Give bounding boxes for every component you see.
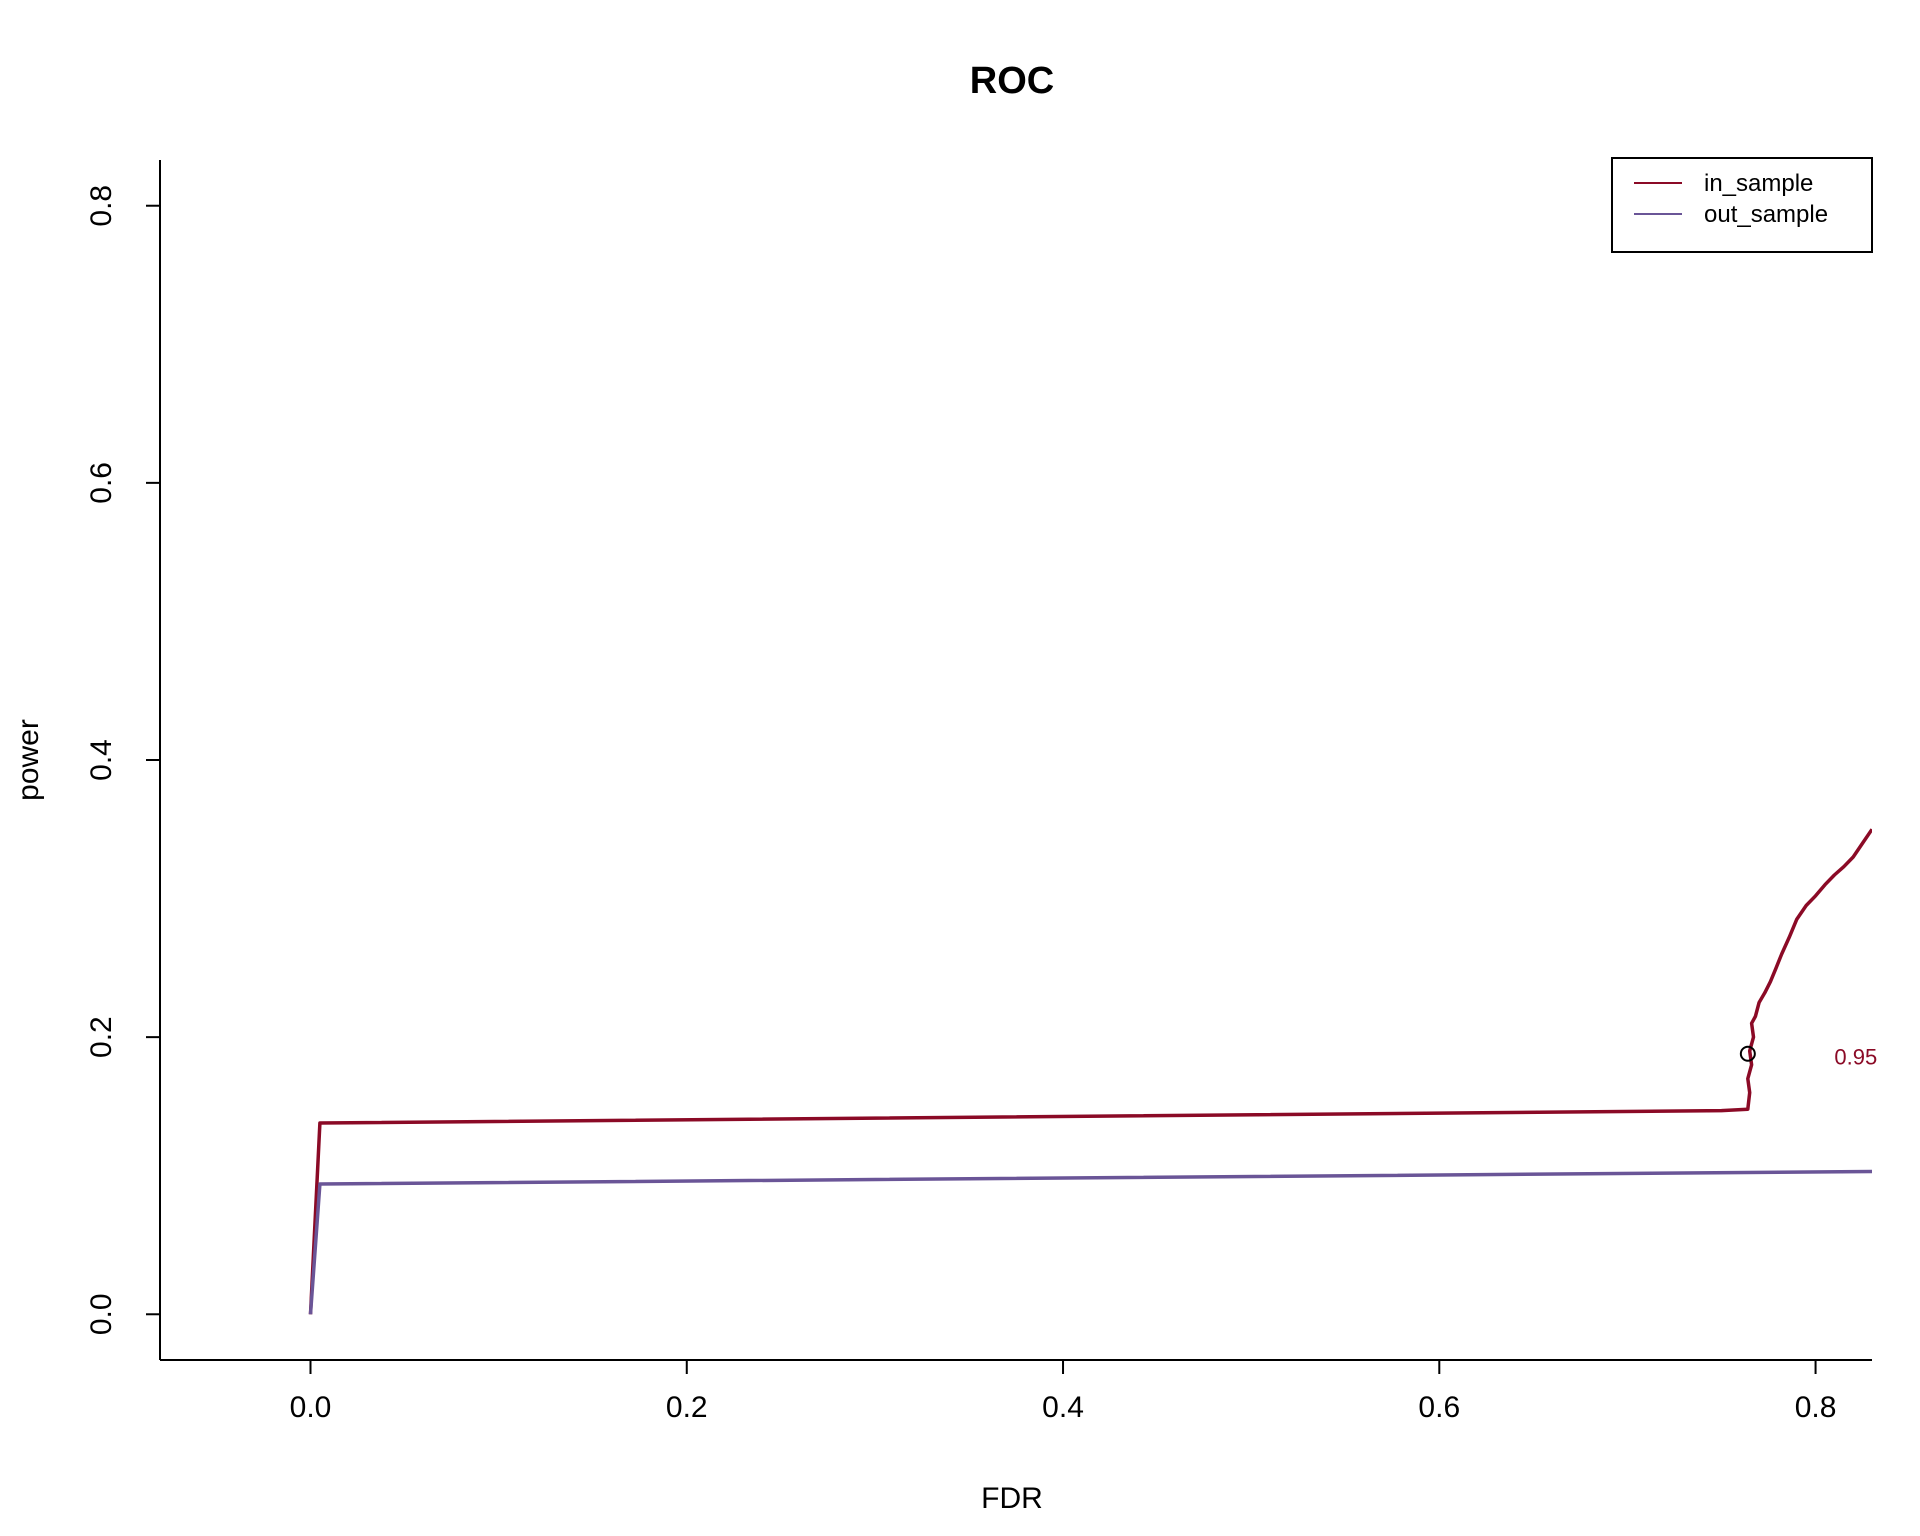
- axes: 0.0 0.2 0.4 0.6 0.8 0.0 0.2 0.4 0.6 0.8: [85, 160, 1872, 1424]
- marks-layer: 0.95: [1739, 1045, 1877, 1070]
- series-layer: [308, 828, 1872, 1315]
- y-axis-label: power: [12, 719, 45, 801]
- series-line-out-sample: [308, 1169, 1872, 1315]
- threshold-marker: [1739, 1045, 1756, 1062]
- y-tick-label: 0.2: [85, 1016, 118, 1058]
- threshold-annotation: 0.95: [1834, 1045, 1877, 1070]
- x-tick-label: 0.6: [1418, 1391, 1460, 1424]
- y-tick-label: 0.0: [85, 1293, 118, 1335]
- y-tick-label: 0.8: [85, 185, 118, 227]
- legend-box: [1611, 157, 1873, 253]
- y-tick-label: 0.4: [85, 739, 118, 781]
- x-tick-label: 0.4: [1042, 1391, 1084, 1424]
- legend-label: out_sample: [1704, 201, 1828, 228]
- x-tick-label: 0.8: [1795, 1391, 1837, 1424]
- legend: in_sample out_sample: [1611, 157, 1873, 253]
- x-tick-label: 0.2: [666, 1391, 708, 1424]
- legend-label: in_sample: [1704, 170, 1813, 197]
- y-tick-label: 0.6: [85, 462, 118, 504]
- chart-title: ROC: [970, 60, 1054, 102]
- x-axis-label: FDR: [981, 1482, 1043, 1515]
- series-line-in-sample: [308, 828, 1872, 1315]
- x-tick-label: 0.0: [290, 1391, 332, 1424]
